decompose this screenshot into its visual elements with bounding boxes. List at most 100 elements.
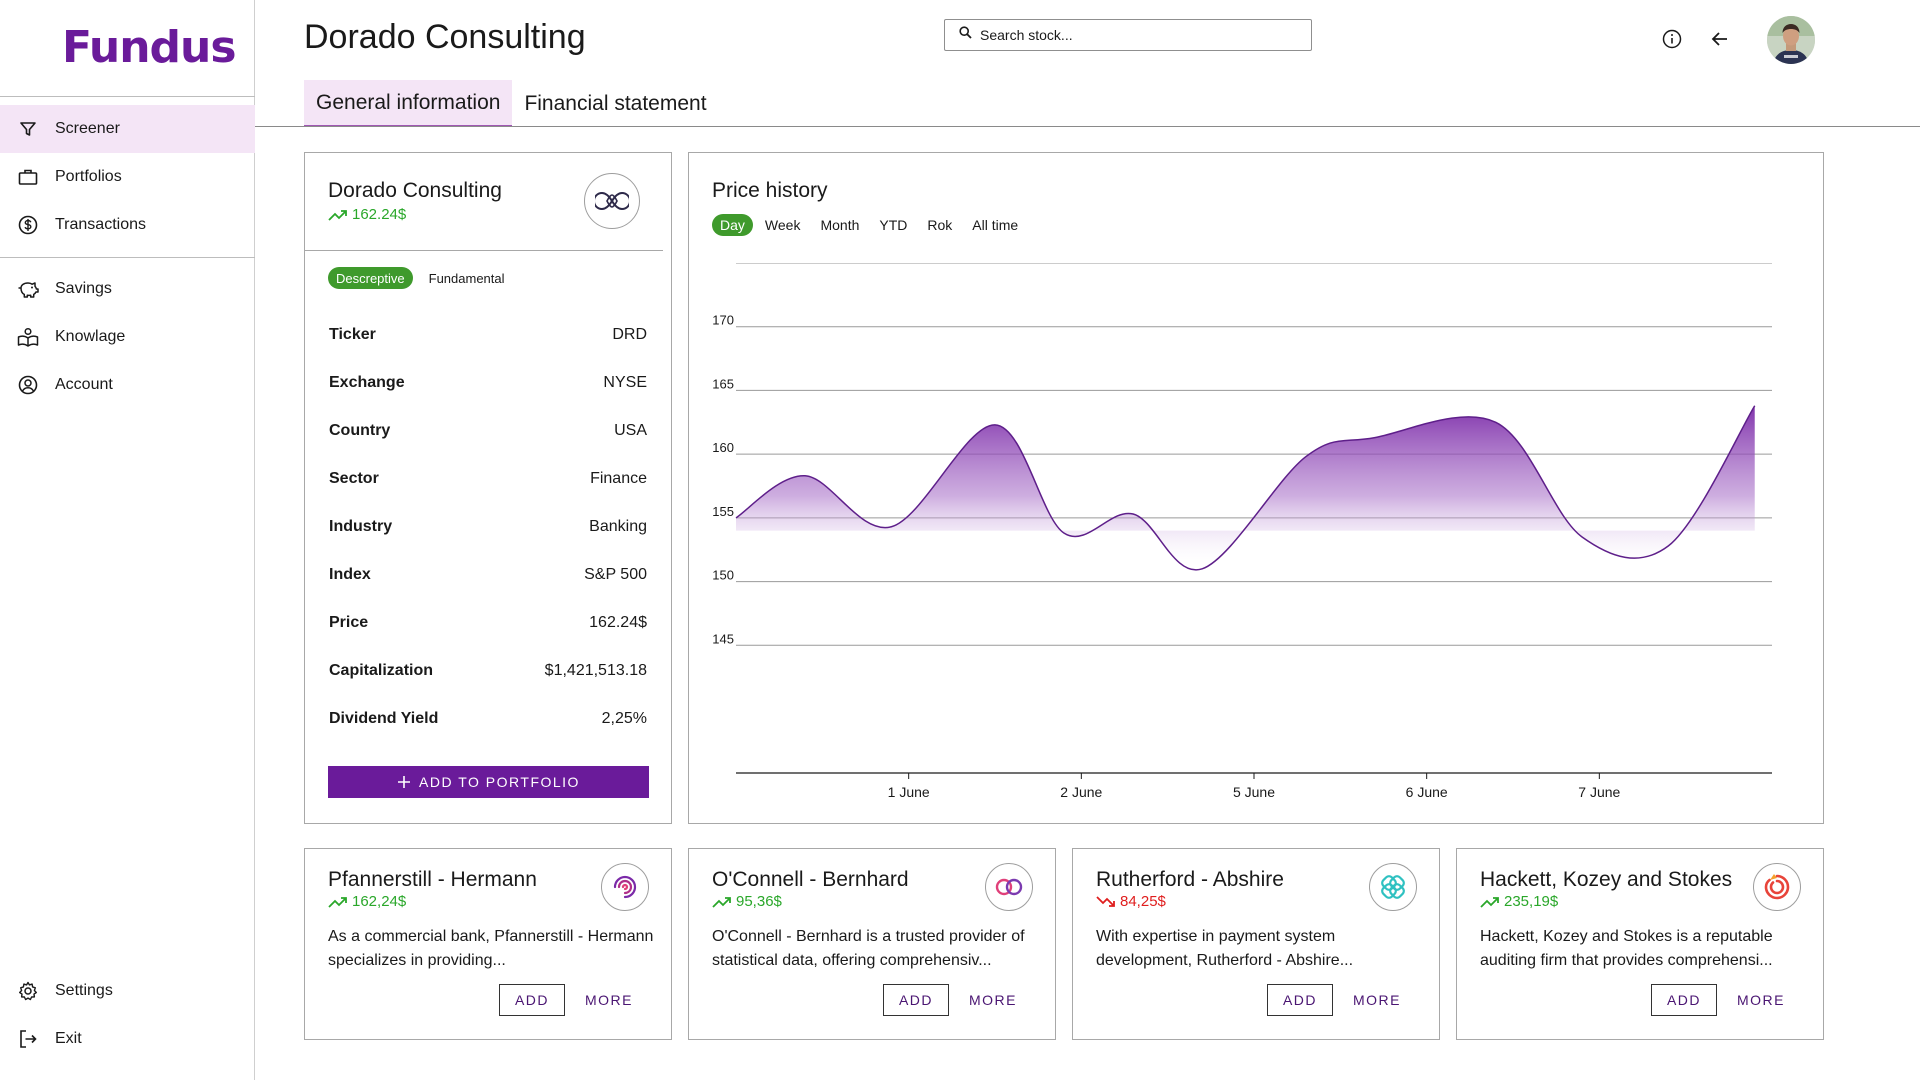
y-tick-label: 150 bbox=[712, 568, 734, 583]
sidebar-item-label: Transactions bbox=[55, 216, 146, 233]
price-line bbox=[735, 405, 1756, 571]
page-title: Dorado Consulting bbox=[304, 18, 586, 56]
info-key: Capitalization bbox=[329, 662, 434, 679]
sidebar-item-screener[interactable]: Screener bbox=[0, 105, 255, 153]
sidebar-item-settings[interactable]: Settings bbox=[0, 967, 255, 1015]
add-button[interactable]: ADD bbox=[499, 984, 565, 1016]
search-box[interactable] bbox=[944, 19, 1312, 51]
sidebar-item-label: Exit bbox=[55, 1030, 82, 1047]
info-value: USA bbox=[614, 422, 647, 439]
y-tick-label: 170 bbox=[712, 313, 734, 328]
sidebar-item-account[interactable]: Account bbox=[0, 361, 255, 409]
x-tick-label: 6 June bbox=[1406, 784, 1448, 800]
dorado-logo-icon bbox=[584, 173, 640, 229]
period-month[interactable]: Month bbox=[820, 217, 860, 233]
avatar[interactable] bbox=[1767, 16, 1815, 64]
swirl-logo-icon bbox=[1753, 863, 1801, 911]
subtab-fundamental[interactable]: Fundamental bbox=[428, 270, 505, 286]
x-tick-label: 5 June bbox=[1233, 784, 1275, 800]
x-tick-label: 2 June bbox=[1060, 784, 1102, 800]
search-input[interactable] bbox=[980, 27, 1300, 43]
info-value: 162.24$ bbox=[589, 614, 647, 631]
company-info-card: Dorado Consulting 162.24$ Descreptive Fu… bbox=[304, 152, 672, 824]
info-row-index: Index S&P 500 bbox=[329, 566, 647, 584]
trend-up-icon bbox=[1480, 896, 1499, 908]
search-icon bbox=[959, 26, 972, 44]
period-day[interactable]: Day bbox=[712, 214, 753, 236]
plus-icon bbox=[398, 776, 411, 788]
sidebar-item-transactions[interactable]: Transactions bbox=[0, 201, 255, 249]
more-button[interactable]: MORE bbox=[585, 984, 633, 1016]
stock-card[interactable]: Rutherford - Abshire 84,25$ With experti… bbox=[1072, 848, 1440, 1040]
spiral-logo-icon bbox=[601, 863, 649, 911]
sidebar: Fundus Screener Portfolios Transactions … bbox=[0, 0, 255, 1080]
stock-price-value: 162,24$ bbox=[352, 893, 407, 910]
stock-description: With expertise in payment system develop… bbox=[1096, 928, 1354, 969]
x-tick-label: 1 June bbox=[888, 784, 930, 800]
info-key: Price bbox=[329, 614, 369, 631]
info-value: DRD bbox=[612, 326, 647, 343]
info-row-industry: Industry Banking bbox=[329, 518, 647, 536]
info-row-country: Country USA bbox=[329, 422, 647, 440]
period-all-time[interactable]: All time bbox=[972, 217, 1019, 233]
tabs-divider bbox=[255, 126, 1920, 127]
info-row-sector: Sector Finance bbox=[329, 470, 647, 488]
stock-price: 95,36$ bbox=[712, 893, 782, 910]
info-key: Exchange bbox=[329, 374, 405, 391]
sidebar-item-exit[interactable]: Exit bbox=[0, 1015, 255, 1063]
stock-card[interactable]: Pfannerstill - Hermann 162,24$ As a comm… bbox=[304, 848, 672, 1040]
company-subtabs: Descreptive Fundamental bbox=[328, 267, 513, 289]
tab-general-information[interactable]: General information bbox=[304, 80, 513, 127]
info-row-exchange: Exchange NYSE bbox=[329, 374, 647, 392]
info-value: NYSE bbox=[603, 374, 647, 391]
y-tick-label: 160 bbox=[712, 440, 734, 455]
sidebar-item-label: Portfolios bbox=[55, 168, 122, 185]
add-button[interactable]: ADD bbox=[1651, 984, 1717, 1016]
trend-down-icon bbox=[1096, 895, 1115, 907]
sidebar-item-label: Knowlage bbox=[55, 328, 126, 345]
info-key: Country bbox=[329, 422, 391, 439]
y-tick-label: 165 bbox=[712, 376, 734, 391]
stock-name: Pfannerstill - Hermann bbox=[328, 868, 537, 891]
company-name: Dorado Consulting bbox=[328, 179, 502, 202]
more-button[interactable]: MORE bbox=[1737, 984, 1785, 1016]
info-value: S&P 500 bbox=[584, 566, 647, 583]
stock-price: 235,19$ bbox=[1480, 893, 1558, 910]
gear-icon bbox=[17, 980, 39, 1002]
add-button[interactable]: ADD bbox=[883, 984, 949, 1016]
info-key: Sector bbox=[329, 470, 379, 487]
info-icon[interactable] bbox=[1661, 28, 1683, 50]
app-logo[interactable]: Fundus bbox=[62, 22, 237, 73]
info-value: Banking bbox=[589, 518, 647, 535]
card-divider bbox=[305, 250, 663, 251]
period-rok[interactable]: Rok bbox=[927, 217, 953, 233]
info-row-dividend-yield: Dividend Yield 2,25% bbox=[329, 710, 647, 728]
stock-name: O'Connell - Bernhard bbox=[712, 868, 909, 891]
company-price-value: 162.24$ bbox=[352, 206, 407, 223]
sidebar-item-portfolios[interactable]: Portfolios bbox=[0, 153, 255, 201]
rings-logo-icon bbox=[985, 863, 1033, 911]
sidebar-item-savings[interactable]: Savings bbox=[0, 265, 255, 313]
stock-description: O'Connell - Bernhard is a trusted provid… bbox=[712, 928, 1025, 969]
trend-up-icon bbox=[712, 896, 731, 908]
more-button[interactable]: MORE bbox=[969, 984, 1017, 1016]
add-to-portfolio-button[interactable]: ADD TO PORTFOLIO bbox=[328, 766, 649, 798]
sidebar-divider bbox=[0, 257, 255, 258]
period-week[interactable]: Week bbox=[764, 217, 801, 233]
more-button[interactable]: MORE bbox=[1353, 984, 1401, 1016]
add-button[interactable]: ADD bbox=[1267, 984, 1333, 1016]
price-history-card: Price history Day Week Month YTD Rok All… bbox=[688, 152, 1824, 824]
tab-financial-statement[interactable]: Financial statement bbox=[524, 91, 707, 115]
company-price: 162.24$ bbox=[328, 206, 406, 223]
back-arrow-icon[interactable] bbox=[1709, 28, 1731, 50]
info-row-ticker: Ticker DRD bbox=[329, 326, 647, 344]
period-ytd[interactable]: YTD bbox=[879, 217, 908, 233]
stock-card[interactable]: Hackett, Kozey and Stokes 235,19$ Hacket… bbox=[1456, 848, 1824, 1040]
price-area bbox=[736, 405, 1755, 570]
price-history-title: Price history bbox=[712, 179, 828, 202]
info-value: Finance bbox=[590, 470, 647, 487]
subtab-descreptive[interactable]: Descreptive bbox=[328, 267, 413, 289]
sidebar-item-knowlage[interactable]: Knowlage bbox=[0, 313, 255, 361]
stock-card[interactable]: O'Connell - Bernhard 95,36$ O'Connell - … bbox=[688, 848, 1056, 1040]
sidebar-divider bbox=[0, 96, 255, 97]
